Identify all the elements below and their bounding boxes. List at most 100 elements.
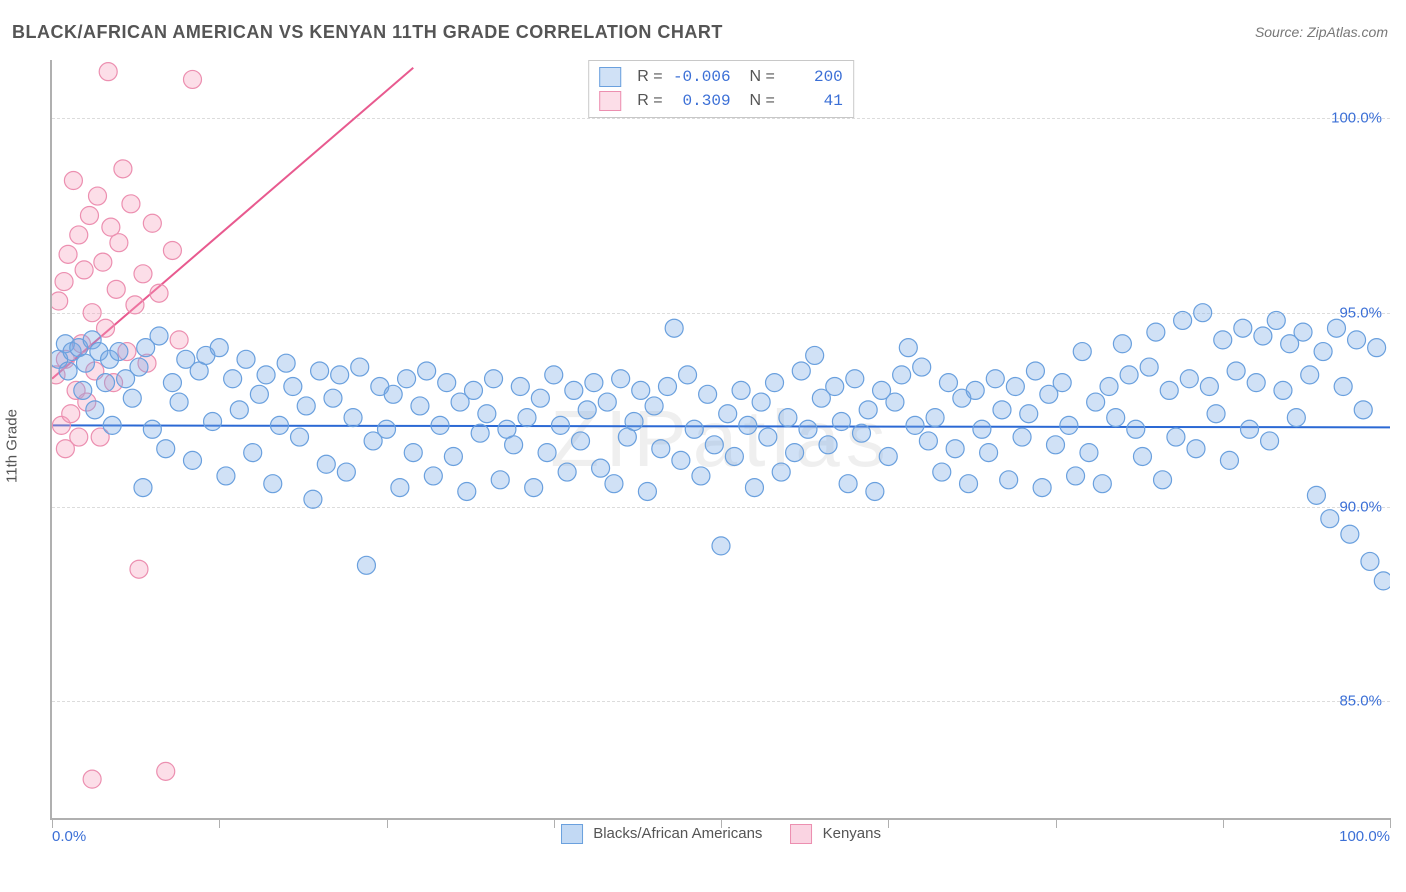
- data-point: [1073, 343, 1091, 361]
- data-point: [585, 374, 603, 392]
- data-point: [819, 436, 837, 454]
- data-point: [157, 440, 175, 458]
- data-point: [1113, 335, 1131, 353]
- data-point: [438, 374, 456, 392]
- data-point: [779, 409, 797, 427]
- data-point: [62, 405, 80, 423]
- data-point: [859, 401, 877, 419]
- data-point: [1267, 311, 1285, 329]
- svg-layer: [52, 60, 1390, 818]
- n-label: N =: [741, 65, 775, 89]
- data-point: [1127, 420, 1145, 438]
- data-point: [919, 432, 937, 450]
- r-value-1: 0.309: [673, 89, 731, 113]
- stats-swatch-1: [599, 91, 621, 111]
- data-point: [993, 401, 1011, 419]
- data-point: [886, 393, 904, 411]
- data-point: [1006, 378, 1024, 396]
- data-point: [284, 378, 302, 396]
- data-point: [1160, 381, 1178, 399]
- data-point: [1227, 362, 1245, 380]
- n-value-0: 200: [785, 65, 843, 89]
- data-point: [1334, 378, 1352, 396]
- data-point: [217, 467, 235, 485]
- data-point: [170, 331, 188, 349]
- data-point: [297, 397, 315, 415]
- data-point: [250, 385, 268, 403]
- data-point: [351, 358, 369, 376]
- data-point: [572, 432, 590, 450]
- data-point: [411, 397, 429, 415]
- data-point: [699, 385, 717, 403]
- data-point: [638, 482, 656, 500]
- data-point: [1180, 370, 1198, 388]
- data-point: [75, 261, 93, 279]
- data-point: [712, 537, 730, 555]
- regression-line-0: [52, 425, 1390, 427]
- data-point: [939, 374, 957, 392]
- data-point: [70, 226, 88, 244]
- x-tick: [1056, 818, 1057, 828]
- data-point: [792, 362, 810, 380]
- data-point: [672, 451, 690, 469]
- data-point: [525, 479, 543, 497]
- data-point: [1234, 319, 1252, 337]
- data-point: [204, 413, 222, 431]
- data-point: [304, 490, 322, 508]
- data-point: [685, 420, 703, 438]
- data-point: [1100, 378, 1118, 396]
- source-attribution: Source: ZipAtlas.com: [1255, 24, 1388, 40]
- data-point: [786, 444, 804, 462]
- data-point: [237, 350, 255, 368]
- data-point: [230, 401, 248, 419]
- data-point: [946, 440, 964, 458]
- data-point: [291, 428, 309, 446]
- data-point: [1348, 331, 1366, 349]
- correlation-stats-box: R = -0.006 N = 200 R = 0.309 N = 41: [588, 60, 854, 118]
- data-point: [478, 405, 496, 423]
- data-point: [1120, 366, 1138, 384]
- data-point: [1247, 374, 1265, 392]
- data-point: [725, 447, 743, 465]
- legend-label-1: Kenyans: [823, 825, 881, 842]
- x-tick: [52, 818, 53, 828]
- data-point: [592, 459, 610, 477]
- data-point: [752, 393, 770, 411]
- data-point: [866, 482, 884, 500]
- data-point: [1093, 475, 1111, 493]
- data-point: [99, 63, 117, 81]
- data-point: [431, 416, 449, 434]
- data-point: [471, 424, 489, 442]
- data-point: [692, 467, 710, 485]
- data-point: [1067, 467, 1085, 485]
- data-point: [545, 366, 563, 384]
- data-point: [933, 463, 951, 481]
- data-point: [337, 463, 355, 481]
- data-point: [458, 482, 476, 500]
- y-axis-label: 11th Grade: [4, 409, 21, 483]
- r-value-0: -0.006: [673, 65, 731, 89]
- data-point: [612, 370, 630, 388]
- data-point: [64, 172, 82, 190]
- data-point: [143, 420, 161, 438]
- data-point: [973, 420, 991, 438]
- data-point: [625, 413, 643, 431]
- data-point: [277, 354, 295, 372]
- data-point: [1314, 343, 1332, 361]
- data-point: [210, 339, 228, 357]
- data-point: [1307, 486, 1325, 504]
- data-point: [55, 273, 73, 291]
- data-point: [1241, 420, 1259, 438]
- data-point: [1107, 409, 1125, 427]
- data-point: [1000, 471, 1018, 489]
- data-point: [505, 436, 523, 454]
- r-label: R =: [637, 65, 662, 89]
- data-point: [1341, 525, 1359, 543]
- data-point: [1261, 432, 1279, 450]
- data-point: [1060, 416, 1078, 434]
- x-min-label: 0.0%: [52, 828, 86, 845]
- data-point: [170, 393, 188, 411]
- data-point: [103, 416, 121, 434]
- data-point: [605, 475, 623, 493]
- data-point: [551, 416, 569, 434]
